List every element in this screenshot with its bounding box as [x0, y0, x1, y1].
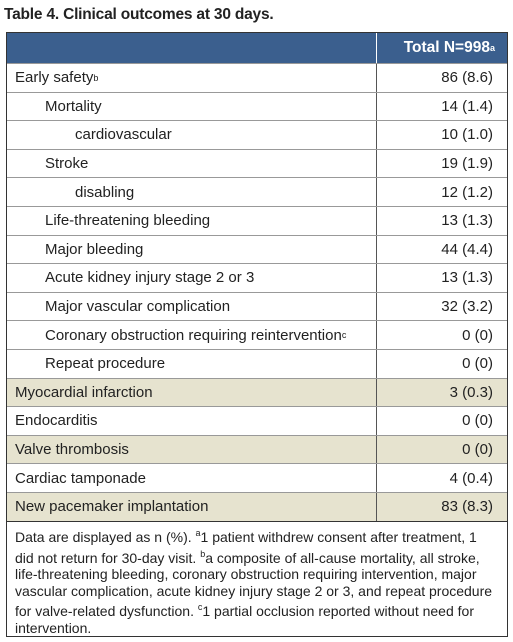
value-cell: 86 (8.6) [377, 64, 507, 92]
row-label-cell: disabling [7, 178, 377, 206]
footnote-mark: b [200, 548, 206, 559]
row-value: 10 (1.0) [441, 126, 493, 144]
row-value: 0 (0) [462, 355, 493, 373]
row-label: Acute kidney injury stage 2 or 3 [45, 269, 255, 287]
row-label-cell: Acute kidney injury stage 2 or 3 [7, 264, 377, 292]
footnote-mark: c [341, 330, 347, 341]
row-label-cell: Mortality [7, 92, 377, 121]
row-label: Major vascular complication [45, 298, 231, 316]
value-cell: 0 (0) [377, 436, 507, 464]
row-value: 3 (0.3) [449, 383, 493, 401]
footnote-mark: a [195, 528, 201, 538]
row-label: Life-threatening bleeding [45, 212, 211, 230]
row-label: disabling [75, 183, 135, 201]
table-row: Early safety b 86 (8.6) [7, 63, 507, 92]
value-cell: 0 (0) [377, 350, 507, 378]
row-label: Coronary obstruction requiring reinterve… [45, 326, 342, 344]
row-label-cell: Major bleeding [7, 235, 377, 264]
value-cell: 13 (1.3) [377, 207, 507, 235]
table-row: Cardiac tamponade 4 (0.4) [7, 463, 507, 492]
table-row: Repeat procedure 0 (0) [7, 348, 507, 378]
value-cell: 19 (1.9) [377, 150, 507, 178]
row-label-cell: Cardiac tamponade [7, 464, 377, 492]
row-label-cell: Coronary obstruction requiring reinterve… [7, 321, 377, 349]
table-row: cardiovascular 10 (1.0) [7, 120, 507, 149]
header-label: Total N=998 [403, 39, 490, 56]
row-value: 12 (1.2) [441, 183, 493, 201]
row-label: Cardiac tamponade [15, 469, 146, 487]
value-cell: 12 (1.2) [377, 178, 507, 206]
table-row: Major vascular complication 32 (3.2) [7, 291, 507, 321]
row-label-cell: Myocardial infarction [7, 378, 377, 407]
table-row: Mortality 14 (1.4) [7, 91, 507, 121]
table-row: New pacemaker implantation 83 (8.3) [7, 491, 507, 521]
row-value: 0 (0) [462, 412, 493, 430]
table-row: Acute kidney injury stage 2 or 3 13 (1.3) [7, 263, 507, 292]
row-label: Stroke [45, 155, 89, 173]
row-label-cell: cardiovascular [7, 121, 377, 149]
row-label-cell: Valve thrombosis [7, 435, 377, 464]
row-value: 32 (3.2) [441, 298, 493, 316]
row-value: 19 (1.9) [441, 155, 493, 173]
table-row: Endocarditis 0 (0) [7, 406, 507, 435]
row-value: 13 (1.3) [441, 269, 493, 287]
row-value: 86 (8.6) [441, 69, 493, 87]
row-label: Valve thrombosis [15, 441, 129, 459]
value-cell: 32 (3.2) [377, 293, 507, 321]
table-row: disabling 12 (1.2) [7, 177, 507, 206]
footnote-text: 1 patient withdrew consent after treatme… [15, 529, 477, 566]
row-label-cell: Major vascular complication [7, 292, 377, 321]
row-label: Endocarditis [15, 412, 98, 430]
value-cell: 0 (0) [377, 321, 507, 349]
footnote-text: a composite of all-cause mortality, all … [15, 549, 493, 620]
row-value: 83 (8.3) [441, 498, 493, 516]
row-label: New pacemaker implantation [15, 498, 209, 516]
footnote-mark: a [489, 43, 495, 53]
value-cell: 83 (8.3) [377, 493, 507, 521]
header-cell: Total N=998 a [377, 33, 507, 63]
table: Total N=998 a Early safety b 86 (8.6) Mortal… [6, 32, 508, 522]
table-row: Stroke 19 (1.9) [7, 148, 507, 178]
table-title: Table 4. Clinical outcomes at 30 days. [4, 6, 274, 23]
table-row: Major bleeding 44 (4.4) [7, 234, 507, 264]
footnotes: Data are displayed as n (%). a1 patient … [6, 521, 508, 637]
row-label: Mortality [45, 97, 102, 115]
table-row: Myocardial infarction 3 (0.3) [7, 377, 507, 407]
row-value: 0 (0) [462, 326, 493, 344]
row-value: 13 (1.3) [441, 212, 493, 230]
table-row: Life-threatening bleeding 13 (1.3) [7, 205, 507, 235]
row-label: Early safety [15, 69, 94, 87]
table-row: Valve thrombosis 0 (0) [7, 434, 507, 464]
row-label: Major bleeding [45, 240, 144, 258]
footnote-mark: c [197, 602, 203, 612]
table-row: Coronary obstruction requiring reinterve… [7, 320, 507, 349]
value-cell: 13 (1.3) [377, 264, 507, 292]
value-cell: 4 (0.4) [377, 464, 507, 492]
header-blank [7, 33, 377, 63]
row-value: 14 (1.4) [441, 97, 493, 115]
row-label: cardiovascular [75, 126, 172, 144]
row-label-cell: Life-threatening bleeding [7, 206, 377, 235]
row-label-cell: Repeat procedure [7, 349, 377, 378]
row-label-cell: Endocarditis [7, 407, 377, 435]
row-label: Myocardial infarction [15, 383, 153, 401]
footnote-mark: b [93, 72, 99, 83]
row-label-cell: New pacemaker implantation [7, 492, 377, 521]
value-cell: 14 (1.4) [377, 93, 507, 121]
row-value: 44 (4.4) [441, 240, 493, 258]
row-label-cell: Stroke [7, 149, 377, 178]
row-value: 4 (0.4) [449, 469, 493, 487]
value-cell: 44 (4.4) [377, 236, 507, 264]
footnote-text: Data are displayed as n (%). [15, 529, 192, 545]
value-cell: 10 (1.0) [377, 121, 507, 149]
value-cell: 0 (0) [377, 407, 507, 435]
footnote-text: 1 partial occlusion reported without nee… [15, 603, 474, 636]
header-row: Total N=998 a [7, 33, 507, 63]
row-label: Repeat procedure [45, 355, 166, 373]
value-cell: 3 (0.3) [377, 379, 507, 407]
row-value: 0 (0) [462, 441, 493, 459]
row-label-cell: Early safety b [7, 64, 377, 92]
